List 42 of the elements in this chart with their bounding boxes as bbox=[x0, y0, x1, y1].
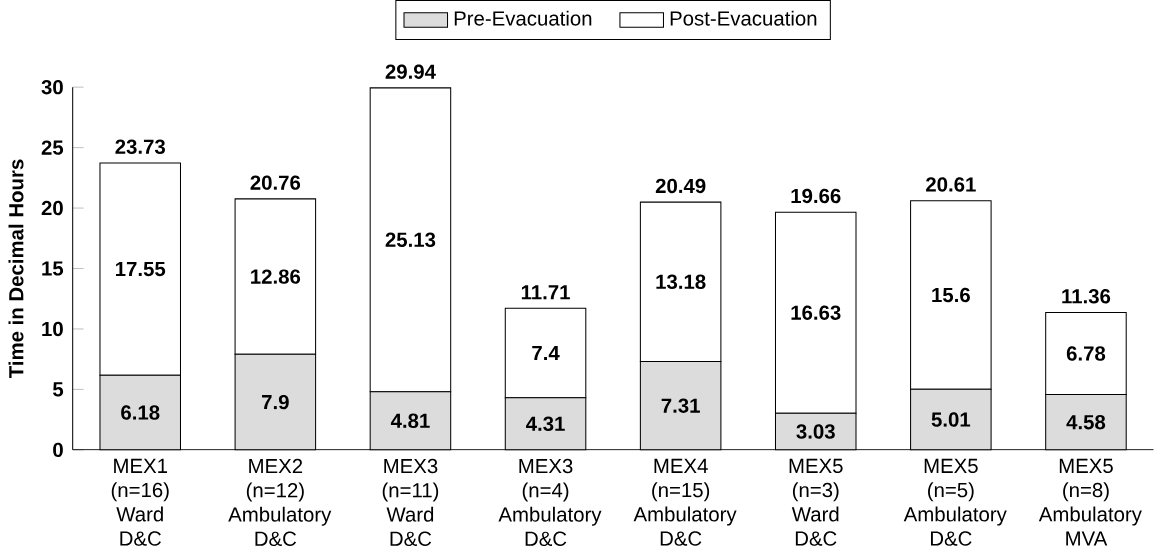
data-label: 17.55 bbox=[116, 261, 166, 276]
total-label: 20.76 bbox=[250, 175, 301, 190]
data-label: 12.86 bbox=[251, 269, 301, 284]
total-label: 11.36 bbox=[1062, 288, 1111, 304]
y-tick-label: 20 bbox=[41, 200, 63, 216]
total-label: 19.66 bbox=[791, 188, 841, 203]
legend-label: Pre-Evacuation bbox=[454, 10, 592, 26]
data-label: 6.18 bbox=[121, 405, 160, 420]
x-tick-label: MEX1 (n=16) Ward D&C bbox=[111, 458, 169, 546]
x-tick-label: MEX5 (n=5) Ambulatory D&C bbox=[903, 458, 1007, 546]
total-label: 20.61 bbox=[926, 177, 976, 192]
total-label: 11.71 bbox=[521, 285, 570, 300]
total-label: 20.49 bbox=[655, 178, 706, 193]
data-label: 4.58 bbox=[1066, 414, 1106, 430]
y-tick-label: 15 bbox=[42, 261, 64, 276]
data-label: 5.01 bbox=[931, 412, 971, 427]
data-label: 13.18 bbox=[656, 274, 706, 289]
y-tick-label: 10 bbox=[42, 321, 63, 336]
data-label: 25.13 bbox=[385, 232, 436, 247]
x-tick-label: MEX3 (n=4) Ambulatory D&C bbox=[498, 458, 602, 546]
data-label: 7.9 bbox=[262, 394, 289, 410]
data-label: 16.63 bbox=[791, 305, 841, 320]
data-label: 7.4 bbox=[532, 345, 560, 360]
x-tick-label: MEX5 (n=3) Ward D&C bbox=[789, 458, 843, 546]
x-tick-label: MEX3 (n=11) Ward D&C bbox=[382, 458, 439, 546]
x-tick-label: MEX2 (n=12) Ambulatory D&C bbox=[228, 458, 332, 546]
legend-label: Post-Evacuation bbox=[670, 10, 817, 26]
y-tick-label: 0 bbox=[53, 442, 63, 457]
data-label: 4.31 bbox=[526, 416, 565, 431]
data-label: 3.03 bbox=[796, 424, 835, 439]
y-axis-title: Time in Decimal Hours bbox=[8, 159, 24, 378]
x-tick-label: MEX4 (n=15) Ambulatory D&C bbox=[633, 458, 737, 546]
data-label: 6.78 bbox=[1066, 346, 1106, 361]
data-label: 4.81 bbox=[390, 413, 430, 428]
data-label: 7.31 bbox=[661, 398, 700, 413]
y-tick-label: 30 bbox=[41, 79, 63, 95]
x-tick-label: MEX5 (n=8) Ambulatory MVA bbox=[1038, 458, 1142, 546]
total-label: 29.94 bbox=[385, 64, 436, 79]
total-label: 23.73 bbox=[115, 139, 165, 154]
data-label: 15.6 bbox=[932, 287, 970, 302]
y-tick-label: 25 bbox=[41, 140, 64, 155]
y-tick-label: 5 bbox=[52, 382, 64, 397]
